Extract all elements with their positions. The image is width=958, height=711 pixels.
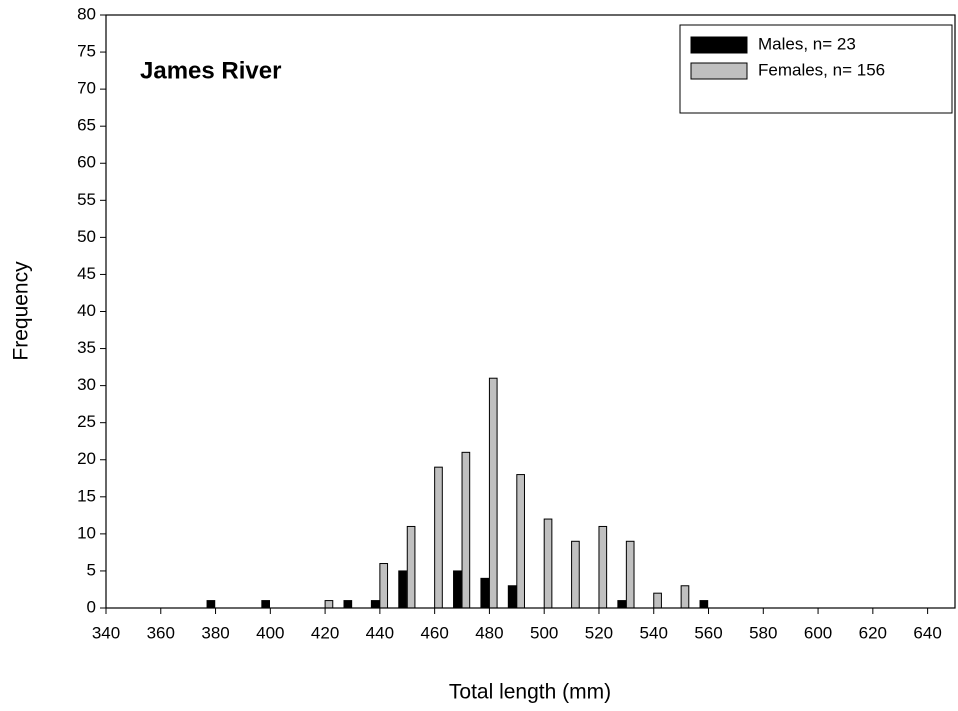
y-tick-label: 75 — [77, 42, 96, 61]
y-tick-label: 15 — [77, 486, 96, 505]
y-tick-label: 5 — [87, 560, 96, 579]
x-tick-label: 620 — [859, 623, 887, 642]
x-axis-label: Total length (mm) — [449, 681, 611, 704]
bar — [379, 563, 389, 609]
bar — [398, 570, 407, 609]
legend-swatch — [690, 62, 748, 80]
bar — [516, 474, 525, 609]
bar — [406, 525, 416, 609]
bar — [324, 600, 334, 609]
legend-label: Males, n= 23 — [758, 34, 856, 53]
bar — [653, 592, 662, 609]
y-axis-label: Frequency — [10, 261, 33, 361]
bar — [625, 540, 635, 609]
x-tick-label: 420 — [311, 623, 339, 642]
x-tick-label: 460 — [420, 623, 448, 642]
y-tick-label: 10 — [77, 523, 96, 542]
y-tick-label: 65 — [77, 116, 96, 135]
bar — [617, 600, 627, 609]
bar — [480, 577, 490, 609]
y-tick-label: 60 — [77, 153, 96, 172]
legend-label: Females, n= 156 — [758, 60, 885, 79]
bar — [507, 585, 517, 609]
x-tick-label: 560 — [694, 623, 722, 642]
x-tick-label: 600 — [804, 623, 832, 642]
bar — [699, 600, 709, 609]
y-tick-label: 70 — [77, 79, 96, 98]
y-tick-label: 50 — [77, 227, 96, 246]
y-tick-label: 0 — [87, 597, 96, 616]
y-tick-label: 35 — [77, 338, 96, 357]
bar — [461, 451, 471, 609]
plot-frame — [105, 14, 956, 609]
bar — [598, 525, 608, 609]
y-tick-label: 25 — [77, 412, 96, 431]
bar — [434, 466, 443, 609]
bar — [343, 600, 353, 609]
y-tick-label: 40 — [77, 301, 96, 320]
bar — [571, 540, 580, 609]
y-tick-label: 20 — [77, 449, 96, 468]
x-tick-label: 580 — [749, 623, 777, 642]
x-tick-label: 340 — [92, 623, 120, 642]
bar — [261, 600, 271, 609]
x-tick-label: 400 — [256, 623, 284, 642]
chart-title: James River — [140, 57, 281, 84]
x-tick-label: 480 — [475, 623, 503, 642]
bar — [453, 570, 462, 609]
y-tick-label: 55 — [77, 190, 96, 209]
y-tick-label: 80 — [77, 4, 96, 23]
bar — [488, 377, 498, 609]
x-tick-label: 440 — [366, 623, 394, 642]
bar — [370, 600, 380, 609]
x-tick-label: 640 — [913, 623, 941, 642]
x-tick-label: 500 — [530, 623, 558, 642]
bar — [543, 518, 553, 609]
x-tick-label: 520 — [585, 623, 613, 642]
y-tick-label: 30 — [77, 375, 96, 394]
bar — [680, 585, 690, 609]
y-tick-label: 45 — [77, 264, 96, 283]
bar — [206, 600, 216, 609]
x-tick-label: 360 — [147, 623, 175, 642]
legend-swatch — [690, 36, 748, 54]
x-tick-label: 380 — [201, 623, 229, 642]
x-tick-label: 540 — [640, 623, 668, 642]
